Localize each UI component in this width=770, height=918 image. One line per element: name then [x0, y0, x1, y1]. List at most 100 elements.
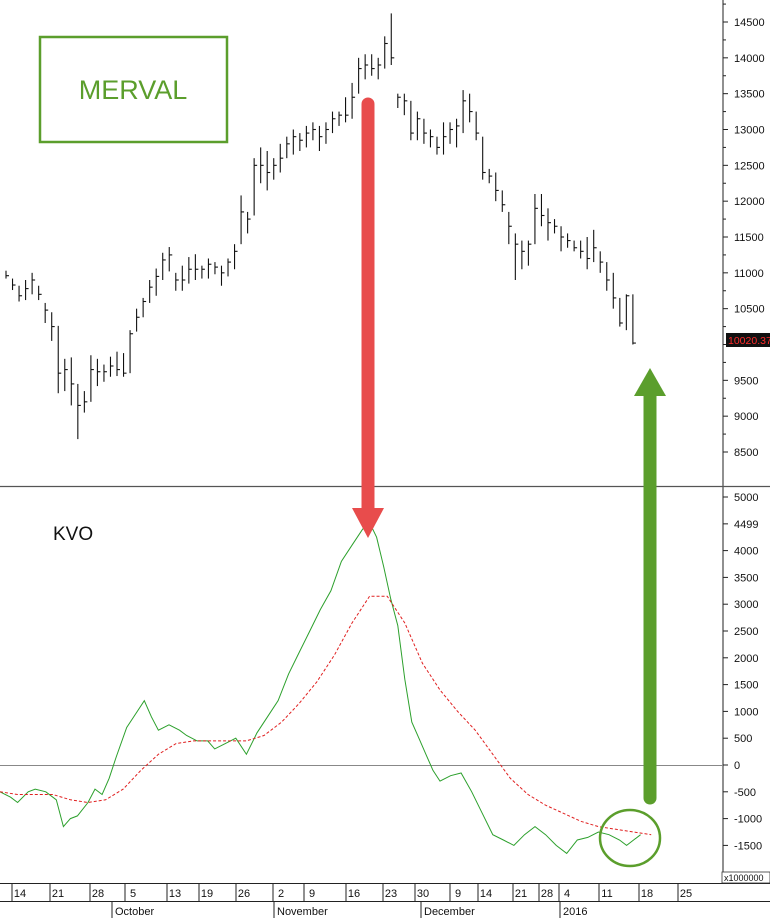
ohlc-bar — [31, 272, 36, 295]
red-down-arrow — [352, 97, 384, 538]
kvo-tick-label: 3500 — [734, 572, 758, 584]
ohlc-bar — [397, 93, 401, 108]
date-x-axis: 14 21 28 5 13 19 26 2 9 16 23 30 9 14 21 28 4 11 18 25 — [11, 883, 692, 918]
ohlc-bar — [299, 133, 303, 151]
ohlc-bar — [305, 125, 310, 148]
kvo-multiplier: x1000000 — [724, 873, 764, 883]
ohlc-bar — [593, 229, 597, 263]
day-tick-label: 21 — [515, 888, 527, 900]
ohlc-bar — [227, 258, 232, 277]
ohlc-bar — [129, 330, 134, 374]
kvo-tick-label: 1000 — [734, 706, 758, 718]
kvo-tick-label: -1500 — [734, 840, 762, 852]
ohlc-bar — [51, 312, 55, 341]
ohlc-bar — [475, 111, 480, 141]
ohlc-bar — [508, 211, 512, 245]
green-up-arrow — [634, 368, 666, 805]
kvo-tick-label: 0 — [734, 760, 740, 772]
ohlc-bar — [482, 136, 486, 180]
day-tick-label: 28 — [541, 888, 553, 900]
ohlc-bar — [514, 233, 519, 280]
ohlc-bar — [260, 147, 264, 184]
price-y-axis: 8500 9000 9500 10500 11000 11500 12000 12500 130… — [723, 3, 765, 459]
ohlc-bar — [495, 172, 499, 202]
ohlc-bar — [38, 285, 42, 301]
day-tick-label: 9 — [455, 888, 461, 900]
ohlc-bar — [5, 270, 9, 279]
ohlc-bar — [83, 391, 88, 413]
day-tick-label: 11 — [601, 888, 612, 900]
last-value-badge — [726, 333, 770, 347]
kvo-tick-label: 500 — [734, 733, 752, 745]
ohlc-bar — [580, 240, 584, 259]
day-tick-label: 2 — [278, 888, 284, 900]
price-tick-label: 14500 — [734, 17, 765, 29]
ohlc-bar — [410, 100, 414, 141]
ohlc-bar — [625, 294, 630, 331]
ohlc-bar — [220, 265, 225, 286]
ohlc-bar — [364, 54, 369, 80]
ohlc-bar — [325, 122, 329, 144]
ohlc-bar — [64, 358, 68, 392]
ohlc-bar — [109, 356, 114, 377]
day-tick-label: 19 — [201, 888, 213, 900]
ohlc-bar — [70, 357, 75, 406]
price-tick-label: 9000 — [734, 411, 758, 423]
ohlc-bar — [423, 118, 427, 144]
ohlc-bar — [540, 194, 545, 227]
day-tick-label: 9 — [309, 888, 315, 900]
ohlc-bar — [214, 262, 218, 275]
day-tick-label: 25 — [680, 888, 692, 900]
ohlc-bar — [586, 237, 591, 270]
kvo-multiplier-box — [721, 871, 770, 884]
ohlc-bar — [168, 247, 173, 272]
kvo-y-axis: -1500 -1000 -500 0 500 1000 1500 2000 2500 3000 35… — [723, 492, 762, 852]
day-tick-label: 28 — [92, 888, 104, 900]
ohlc-bar — [122, 353, 127, 377]
ohlc-bar — [25, 280, 29, 301]
ohlc-bar — [266, 151, 271, 191]
ohlc-bar — [632, 294, 636, 345]
ohlc-bar — [253, 158, 258, 216]
price-tick-label: 11500 — [734, 232, 764, 244]
kvo-tick-label: 1500 — [734, 680, 758, 692]
ohlc-bar — [18, 285, 23, 302]
day-tick-label: 4 — [564, 888, 570, 900]
merval-title-box — [38, 35, 229, 144]
ohlc-bar — [103, 364, 107, 382]
kvo-tick-label: 3000 — [734, 599, 758, 611]
ohlc-bar — [338, 111, 343, 126]
ohlc-bar — [331, 111, 336, 134]
ohlc-bar — [384, 36, 388, 69]
ohlc-bar — [521, 240, 525, 270]
ohlc-bar — [377, 57, 382, 80]
ohlc-bar — [149, 280, 153, 303]
price-ohlc-series — [5, 13, 636, 440]
day-tick-label: 23 — [385, 888, 397, 900]
kvo-tick-label: -1000 — [734, 814, 762, 826]
ohlc-bar — [96, 358, 101, 387]
ohlc-bar — [292, 129, 297, 155]
ohlc-bar — [469, 93, 473, 123]
kvo-tick-label: 2000 — [734, 653, 758, 665]
ohlc-bar — [142, 297, 147, 318]
last-value-label: 10020.37 — [728, 335, 770, 347]
ohlc-bar — [429, 129, 434, 148]
ohlc-bar — [136, 308, 140, 332]
day-tick-label: 13 — [169, 888, 181, 900]
ohlc-bar — [155, 268, 160, 296]
kvo-title: KVO — [53, 524, 93, 545]
price-tick-label: 10500 — [734, 304, 765, 316]
ohlc-bar — [273, 158, 277, 180]
day-tick-label: 14 — [480, 888, 492, 900]
day-tick-label: 26 — [238, 888, 250, 900]
ohlc-bar — [527, 240, 532, 266]
kvo-tick-label: 4000 — [734, 546, 758, 558]
ohlc-bar — [44, 302, 49, 323]
ohlc-bar — [181, 265, 186, 291]
ohlc-bar — [77, 383, 81, 440]
ohlc-bar — [416, 111, 421, 141]
ohlc-bar — [358, 57, 362, 94]
ohlc-bar — [612, 272, 617, 309]
ohlc-bar — [436, 136, 440, 155]
